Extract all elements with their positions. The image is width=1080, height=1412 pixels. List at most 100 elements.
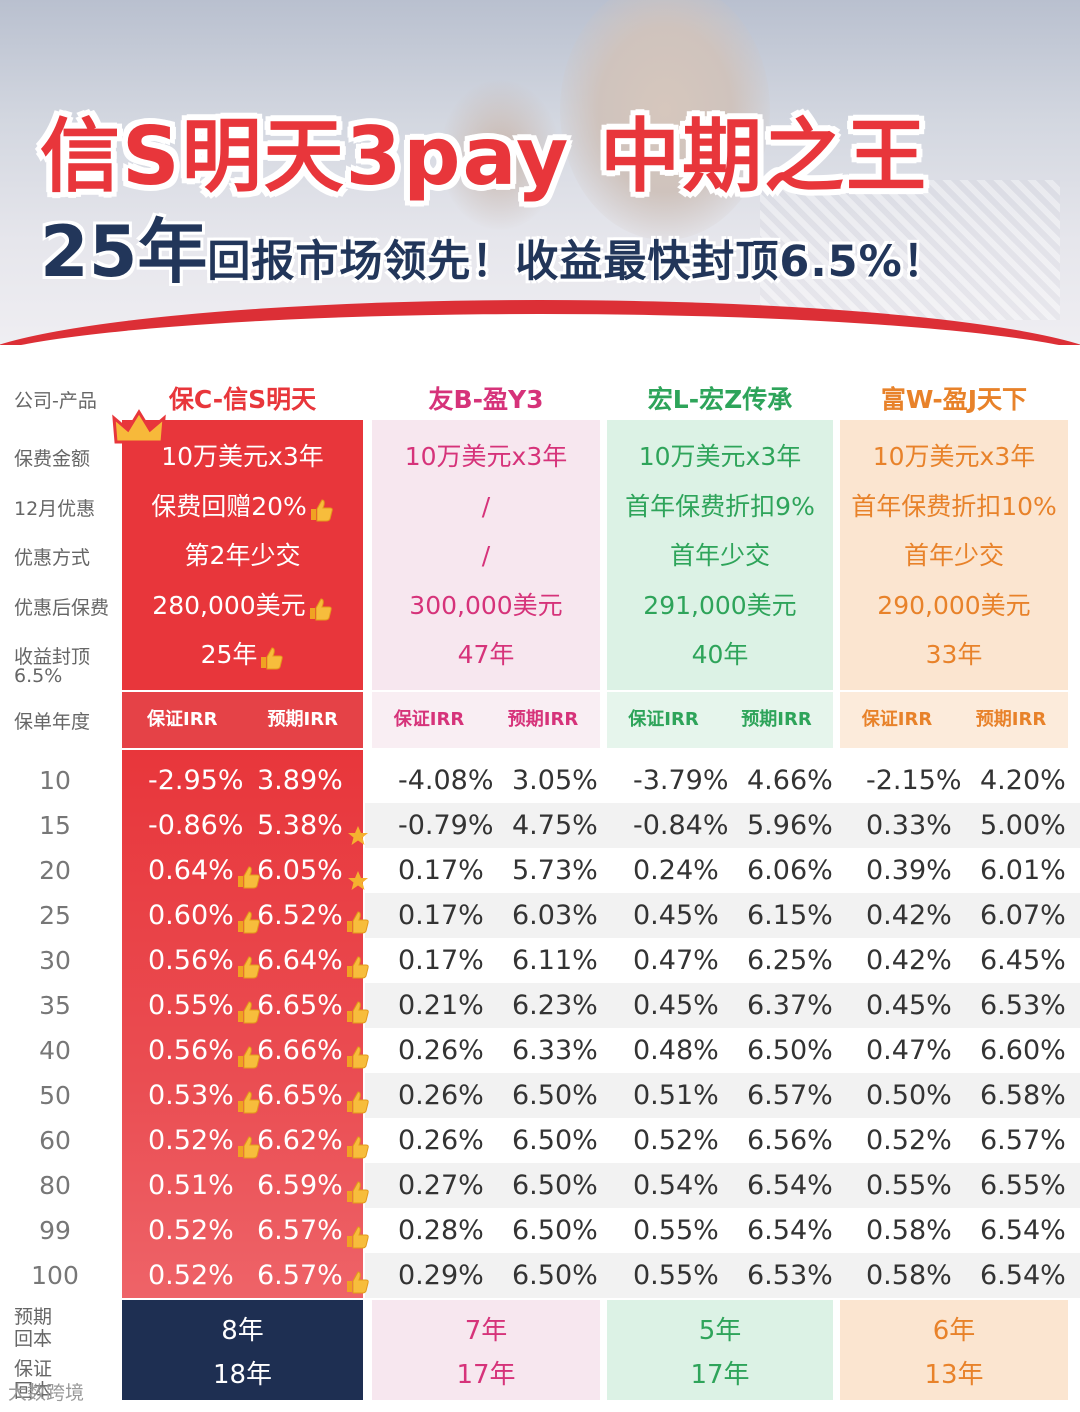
product-dec-offer-value: / — [481, 492, 491, 521]
thumbs-up-icon — [235, 859, 261, 888]
irr-expected-value: 5.96% — [747, 803, 833, 848]
hero-subtitle-text: 回报市场领先！收益最快封顶6.5%！ — [207, 237, 947, 287]
table-row-stripe — [365, 893, 1080, 938]
irr-guaranteed-text: 0.26% — [398, 1080, 484, 1111]
table-row-stripe — [365, 803, 1080, 848]
thumbs-up-icon — [307, 594, 333, 621]
label-premium: 保费金额 — [14, 448, 91, 470]
irr-guaranteed-text: 0.64% — [148, 855, 234, 886]
policy-year-value: 25 — [39, 901, 71, 930]
policy-year-value: 40 — [39, 1036, 71, 1065]
label-payback-expected-2: 回本 — [14, 1328, 53, 1350]
irr-expected-text: 6.65% — [257, 990, 343, 1021]
irr-guaranteed-value: 0.51% — [148, 1163, 234, 1208]
irr-guaranteed-value: 0.52% — [148, 1118, 261, 1163]
irr-guaranteed-text: 0.51% — [633, 1080, 719, 1111]
irr-expected-text: 6.50% — [512, 1080, 598, 1111]
label-offer-method: 优惠方式 — [14, 547, 91, 569]
irr-expected-value: 6.57% — [257, 1208, 370, 1253]
hero-title: 信S明天3pay 中期之王 — [40, 110, 929, 203]
irr-guaranteed-value: 0.27% — [398, 1163, 484, 1208]
irr-expected-value: 6.56% — [747, 1118, 833, 1163]
product-cap-year: 40年 — [607, 635, 833, 675]
irr-expected-text: 6.60% — [980, 1035, 1066, 1066]
irr-guaranteed-header: 保证IRR — [628, 709, 699, 730]
label-after-offer: 优惠后保费 — [14, 597, 110, 619]
irr-expected-value: 6.57% — [980, 1118, 1066, 1163]
thumbs-up-icon — [235, 949, 261, 978]
irr-guaranteed-text: 0.55% — [148, 990, 234, 1021]
label-company: 公司-产品 — [14, 390, 97, 412]
product-dec-offer: / — [372, 487, 600, 527]
irr-expected-value: 6.54% — [747, 1208, 833, 1253]
payback-expected: 7年 — [464, 1316, 508, 1346]
irr-expected-text: 5.38% — [257, 810, 343, 841]
thumbs-up-icon — [235, 1039, 261, 1068]
irr-guaranteed-value: 0.26% — [398, 1028, 484, 1073]
irr-guaranteed-value: 0.21% — [398, 983, 484, 1028]
product-cap-year: 25年 — [122, 635, 363, 675]
payback-bg — [372, 1300, 600, 1400]
irr-guaranteed-text: 0.54% — [633, 1170, 719, 1201]
product-name: 保C-信S明天 — [168, 385, 317, 414]
policy-year-value: 35 — [39, 991, 71, 1020]
irr-expected-text: 6.57% — [747, 1080, 833, 1111]
product-cap-year-value: 47年 — [457, 640, 515, 669]
irr-expected-text: 6.01% — [980, 855, 1066, 886]
policy-year-value: 10 — [39, 766, 71, 795]
product-column-bg — [840, 420, 1068, 690]
irr-expected-text: 6.57% — [257, 1260, 343, 1291]
irr-expected-header: 预期IRR — [267, 709, 338, 730]
irr-expected-value: 6.54% — [980, 1208, 1066, 1253]
product-premium-value: 10万美元x3年 — [404, 442, 568, 471]
irr-subheader-bg — [372, 692, 600, 748]
irr-guaranteed-text: 0.45% — [633, 900, 719, 931]
irr-expected-value: 6.59% — [257, 1163, 370, 1208]
irr-expected-text: 6.33% — [512, 1035, 598, 1066]
label-payback-guaranteed-2: 回本 — [14, 1380, 53, 1402]
irr-expected-text: 6.06% — [747, 855, 833, 886]
irr-subheader-bg — [840, 692, 1068, 748]
irr-expected-header: 预期IRR — [507, 709, 579, 730]
irr-expected-text: 6.54% — [747, 1215, 833, 1246]
irr-guaranteed-value: 0.33% — [866, 803, 952, 848]
irr-guaranteed-value: -2.15% — [866, 758, 962, 803]
irr-guaranteed-text: 0.53% — [148, 1080, 234, 1111]
irr-guaranteed-value: 0.42% — [866, 893, 952, 938]
thumbs-up-icon — [344, 949, 370, 978]
product-cap-year: 47年 — [372, 635, 600, 675]
irr-expected-text: 4.75% — [512, 810, 598, 841]
label-payback-expected-1: 预期 — [14, 1306, 53, 1328]
irr-expected-value: 6.25% — [747, 938, 833, 983]
payback-bg — [607, 1300, 833, 1400]
irr-guaranteed-value: -2.95% — [148, 758, 244, 803]
product-premium-value: 10万美元x3年 — [638, 442, 802, 471]
irr-expected-value: 6.53% — [980, 983, 1066, 1028]
product-cap-year: 33年 — [840, 635, 1068, 675]
irr-guaranteed-value: 0.54% — [633, 1163, 719, 1208]
thumbs-up-icon — [344, 994, 370, 1023]
payback-bg — [840, 1300, 1068, 1400]
product-premium: 10万美元x3年 — [840, 437, 1068, 477]
payback-guaranteed: 17年 — [456, 1360, 516, 1390]
irr-guaranteed-text: 0.52% — [148, 1215, 234, 1246]
product-offer-method: / — [372, 536, 600, 576]
product-dec-offer: 首年保费折扣10% — [840, 487, 1068, 527]
irr-expected-value: 3.89% — [257, 758, 343, 803]
irr-guaranteed-text: 0.17% — [398, 855, 484, 886]
irr-guaranteed-value: 0.24% — [633, 848, 719, 893]
irr-guaranteed-value: 0.51% — [633, 1073, 719, 1118]
irr-expected-text: 6.55% — [980, 1170, 1066, 1201]
irr-guaranteed-text: 0.48% — [633, 1035, 719, 1066]
product-name: 富W-盈J天下 — [880, 385, 1028, 414]
irr-expected-value: 4.75% — [512, 803, 598, 848]
payback-expected: 5年 — [698, 1316, 742, 1346]
hero-banner: 信S明天3pay 中期之王 25年回报市场领先！收益最快封顶6.5%！ — [0, 0, 1080, 345]
table-row-stripe — [365, 1253, 1080, 1298]
product-name: 宏L-宏Z传承 — [647, 385, 793, 414]
irr-guaranteed-text: -2.15% — [866, 765, 962, 796]
irr-guaranteed-value: 0.58% — [866, 1208, 952, 1253]
irr-guaranteed-value: 0.45% — [633, 893, 719, 938]
thumbs-up-icon — [258, 643, 284, 670]
irr-guaranteed-value: -0.86% — [148, 803, 244, 848]
